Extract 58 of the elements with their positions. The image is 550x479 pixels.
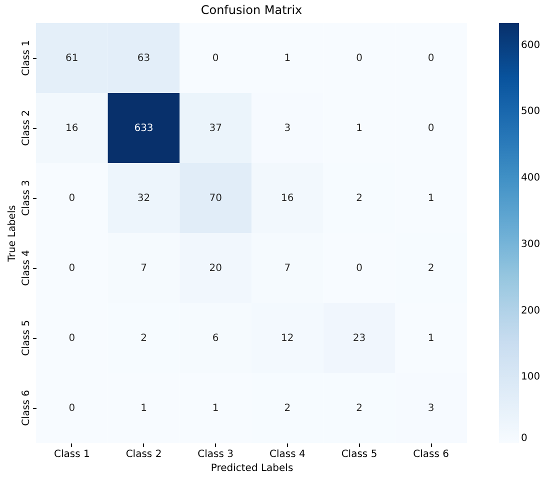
color-bar-label: 100 [521, 372, 540, 383]
x-tick-label: Class 1 [54, 449, 90, 460]
data-label: 3 [284, 123, 291, 134]
data-label: 2 [140, 333, 147, 344]
data-label: 0 [68, 193, 76, 204]
data-label: 63 [137, 53, 150, 64]
data-label: 70 [209, 193, 222, 204]
data-label: 0 [68, 333, 76, 344]
data-label: 0 [356, 53, 362, 64]
y-tick-label: Class 4 [21, 250, 32, 286]
data-label: 16 [281, 193, 294, 204]
x-tick-label: Class 3 [198, 449, 234, 460]
data-label: 37 [209, 123, 222, 134]
data-label: 1 [428, 193, 434, 204]
x-tick-label: Class 6 [413, 449, 450, 460]
color-bar-label: 0 [521, 433, 528, 444]
color-bar-label: 200 [521, 305, 540, 316]
data-label: 1 [428, 333, 434, 344]
color-bar-label: 400 [521, 172, 540, 184]
x-tick-label: Class 5 [341, 449, 378, 460]
y-tick-label: Class 6 [21, 390, 32, 426]
data-label: 0 [212, 53, 219, 64]
data-label: 1 [356, 123, 362, 134]
x-axis-title: Predicted Labels [210, 463, 294, 474]
data-label: 23 [352, 333, 366, 344]
data-label: 1 [140, 403, 147, 414]
data-label: 6 [212, 333, 219, 344]
color-bar-label: 600 [521, 40, 540, 51]
data-label: 0 [428, 123, 434, 134]
data-label: 0 [68, 403, 76, 414]
data-label: 633 [134, 123, 154, 134]
y-tick-label: Class 3 [21, 180, 32, 216]
data-label: 20 [209, 263, 222, 274]
data-label: 0 [356, 263, 362, 274]
data-label: 16 [66, 123, 78, 134]
data-label: 7 [284, 263, 291, 274]
data-label: 1 [212, 403, 219, 414]
data-label: 2 [428, 263, 434, 274]
data-label: 0 [428, 53, 434, 64]
y-tick-label: Class 1 [21, 40, 32, 76]
data-label: 32 [137, 193, 150, 204]
data-label: 7 [140, 263, 147, 274]
data-label: 0 [68, 263, 76, 274]
data-label: 2 [356, 403, 362, 414]
data-label: 1 [284, 53, 291, 64]
data-label: 2 [356, 193, 362, 204]
chart-title: Confusion Matrix [200, 3, 302, 17]
color-bar-label: 300 [521, 238, 540, 250]
data-label: 12 [281, 333, 294, 344]
x-tick-label: Class 2 [126, 449, 162, 460]
data-label: 61 [66, 53, 78, 64]
y-axis-title: True Labels [7, 205, 18, 263]
y-tick-label: Class 2 [21, 110, 32, 146]
color-bar-label: 500 [521, 106, 540, 118]
data-label: 2 [284, 403, 291, 414]
y-tick-label: Class 5 [21, 320, 32, 356]
data-label: 3 [428, 403, 434, 414]
x-tick-label: Class 4 [269, 449, 306, 460]
